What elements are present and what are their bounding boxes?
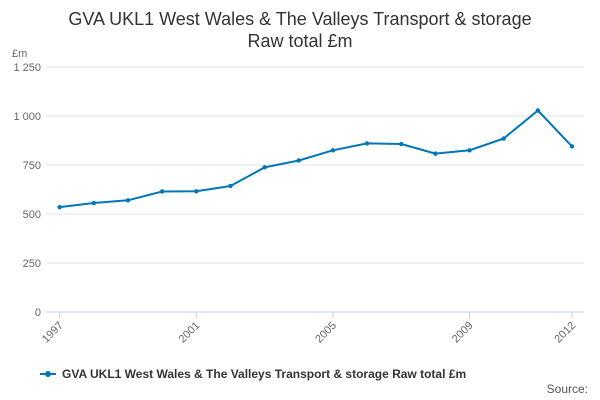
data-point[interactable] bbox=[364, 141, 370, 146]
series-line-group bbox=[57, 108, 575, 210]
y-tick-label: 1 000 bbox=[13, 111, 41, 123]
data-point[interactable] bbox=[569, 144, 575, 149]
data-point[interactable] bbox=[57, 204, 62, 210]
x-tick-label: 2012 bbox=[552, 320, 578, 346]
data-point[interactable] bbox=[228, 183, 233, 189]
y-tick-label: 1 250 bbox=[13, 62, 41, 74]
data-point[interactable] bbox=[262, 165, 267, 170]
data-point[interactable] bbox=[399, 141, 404, 147]
y-tick-label: 0 bbox=[35, 307, 41, 319]
data-point[interactable] bbox=[296, 158, 301, 163]
legend[interactable]: GVA UKL1 West Wales & The Valleys Transp… bbox=[40, 367, 466, 381]
x-axis: 1997 2001 2005 2009 2012 bbox=[40, 311, 584, 346]
legend-label: GVA UKL1 West Wales & The Valleys Transp… bbox=[62, 367, 467, 381]
x-tick-label: 2001 bbox=[177, 320, 203, 346]
data-point[interactable] bbox=[535, 108, 541, 113]
data-point[interactable] bbox=[330, 148, 336, 153]
chart-title: GVA UKL1 West Wales & The Valleys Transp… bbox=[0, 8, 600, 52]
x-tick-label: 2009 bbox=[450, 320, 476, 346]
data-point[interactable] bbox=[501, 136, 506, 141]
y-tick-label: 750 bbox=[23, 160, 41, 172]
series-line bbox=[59, 109, 573, 209]
data-point[interactable] bbox=[433, 151, 438, 156]
y-axis-tick-labels: 0 250 500 750 1 000 1 250 bbox=[13, 62, 41, 319]
y-tick-label: 500 bbox=[23, 209, 41, 221]
x-tick-label: 2005 bbox=[313, 320, 339, 346]
source-label: Source: bbox=[546, 382, 588, 396]
data-point[interactable] bbox=[159, 189, 165, 194]
data-point[interactable] bbox=[125, 198, 131, 203]
data-point[interactable] bbox=[467, 148, 472, 153]
y-tick-label: 250 bbox=[23, 258, 41, 270]
chart-title-line-1: GVA UKL1 West Wales & The Valleys Transp… bbox=[68, 9, 532, 29]
data-point[interactable] bbox=[91, 200, 97, 206]
chart-title-line-2: Raw total £m bbox=[247, 31, 353, 51]
grid-lines bbox=[46, 66, 584, 264]
x-tick-label: 1997 bbox=[40, 320, 66, 346]
y-axis-unit-label: £m bbox=[12, 48, 27, 60]
legend-line-marker-icon bbox=[40, 368, 56, 380]
data-point[interactable] bbox=[194, 189, 199, 194]
